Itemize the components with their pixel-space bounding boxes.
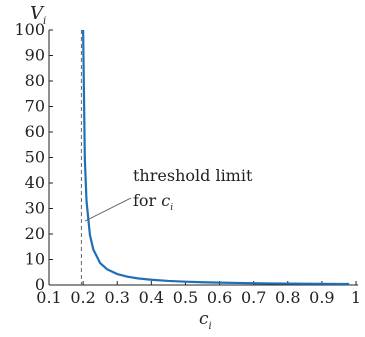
series-line: [82, 29, 350, 286]
annotation-var: c: [161, 191, 170, 210]
y-tick-label: 90: [25, 46, 45, 65]
x-tick-label: 0.2: [70, 288, 95, 307]
x-tick-label: 1: [351, 288, 361, 307]
y-axis-label: Vi: [30, 3, 46, 27]
y-axis-label-sub: i: [43, 16, 46, 27]
x-axis-label-base: c: [199, 309, 209, 329]
y-ticks: 0 10 20 30 40 50 60 70 80 90 100: [14, 20, 53, 294]
y-tick-label: 10: [25, 250, 45, 269]
x-tick-label: 0.8: [275, 288, 300, 307]
annotation-line1: threshold limit: [133, 166, 253, 185]
x-tick-label: 0.7: [241, 288, 266, 307]
y-tick-label: 0: [35, 275, 45, 294]
y-tick-label: 80: [25, 71, 45, 90]
x-axis-label: ci: [199, 309, 212, 332]
x-tick-label: 0.9: [309, 288, 334, 307]
x-tick-label: 0.3: [104, 288, 129, 307]
x-tick-label: 0.1: [36, 288, 61, 307]
y-tick-label: 40: [25, 173, 45, 192]
y-axis-label-base: V: [30, 3, 45, 24]
x-tick-label: 0.4: [139, 288, 164, 307]
x-tick-label: 0.5: [173, 288, 198, 307]
y-tick-label: 50: [25, 148, 45, 167]
y-tick-label: 20: [25, 224, 45, 243]
annotation-line2: for ci: [133, 191, 173, 213]
x-tick-label: 0.6: [207, 288, 232, 307]
y-tick-label: 100: [14, 20, 45, 39]
y-tick-label: 30: [25, 199, 45, 218]
annotation-leader: [84, 197, 132, 222]
x-ticks: 0.1 0.2 0.3 0.4 0.5 0.6 0.7 0.8 0.9 1: [36, 281, 361, 307]
y-tick-label: 70: [25, 97, 45, 116]
annotation-for: for: [133, 191, 161, 210]
x-axis-label-sub: i: [209, 321, 212, 332]
y-tick-label: 60: [25, 122, 45, 141]
annotation-var-sub: i: [170, 203, 173, 213]
